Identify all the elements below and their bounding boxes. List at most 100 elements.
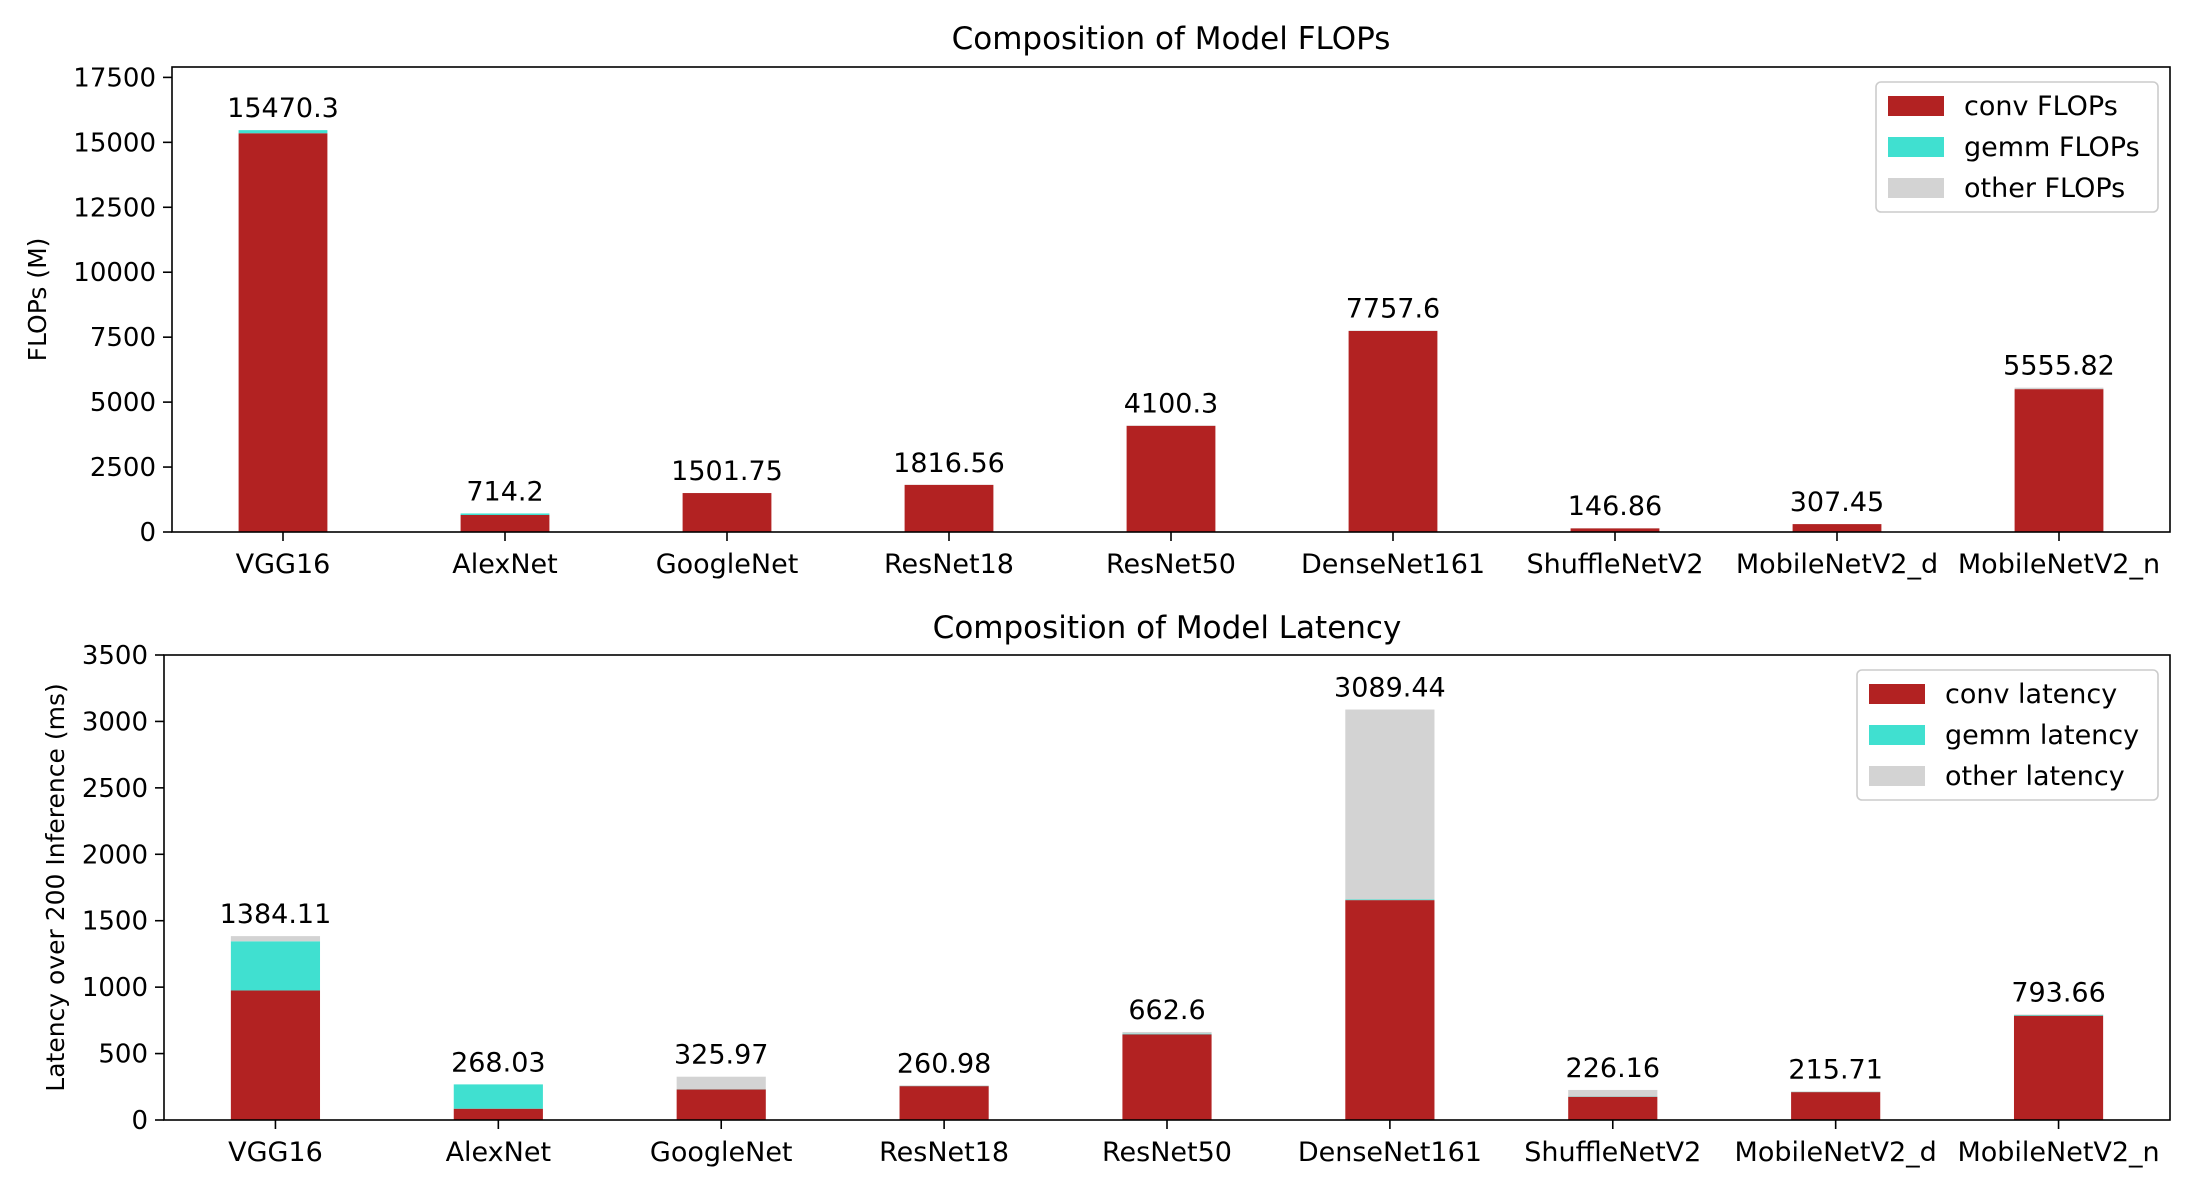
plot-frame [171,66,2171,533]
bar-segment-gemm [1122,1033,1212,1035]
x-tick-label: AlexNet [446,1137,551,1168]
legend-swatch-conv [1869,684,1925,704]
legend-box [1875,81,2159,213]
y-tick-label: 1500 [82,907,148,937]
bar-segment-conv [1122,1034,1212,1120]
bar-total-label: 662.6 [1128,995,1205,1026]
x-tick-label: ResNet50 [1102,1137,1232,1168]
bar-segment-conv [1345,900,1435,1120]
x-tick-label: DenseNet161 [1301,549,1485,580]
bar-segment-conv [1348,330,1438,532]
bar-segment-gemm [230,941,321,991]
x-tick-label: MobileNetV2_n [1958,549,2160,580]
y-tick-label: 10000 [73,258,156,288]
x-tick-label: VGG16 [228,1137,323,1168]
bar-segment-conv [682,493,772,532]
y-tick-label: 12500 [73,193,156,223]
bar-segment-conv [2013,1015,2104,1120]
x-tick-label: ShuffleNetV2 [1526,549,1703,580]
bar-segment-conv [1570,528,1660,532]
legend-label: gemm FLOPs [1964,132,2140,163]
y-tick-label: 15000 [73,128,156,158]
bar-total-label: 793.66 [2011,978,2105,1009]
x-tick-label: ResNet18 [884,549,1014,580]
y-tick-label: 2000 [82,840,148,870]
y-tick-label: 1000 [82,973,148,1003]
x-tick-label: ResNet50 [1106,549,1236,580]
legend-box [1856,669,2159,801]
bar-total-label: 15470.3 [227,93,339,124]
x-tick-label: VGG16 [236,549,331,580]
x-tick-label: MobileNetV2_d [1735,1137,1937,1168]
y-tick-label: 17500 [73,63,156,93]
bar-total-label: 1384.11 [220,899,332,930]
bar-segment-other [899,1085,989,1086]
y-tick-label: 2500 [82,774,148,804]
chart-title: Composition of Model FLOPs [952,21,1391,57]
legend-label: other FLOPs [1964,173,2125,204]
bar-segment-other [230,936,321,942]
legend-swatch-gemm [1888,137,1944,157]
bar-total-label: 146.86 [1568,491,1662,522]
legend-label: conv FLOPs [1964,91,2118,122]
bar-segment-conv [1792,524,1882,532]
bar-segment-conv [899,1086,989,1120]
bar-segment-gemm [1345,899,1435,901]
bar-total-label: 5555.82 [2003,351,2115,382]
bar-segment-conv [1791,1092,1881,1120]
legend-swatch-other [1869,766,1925,786]
y-tick-label: 500 [98,1040,148,1070]
bar-total-label: 307.45 [1790,487,1884,518]
bar-segment-other [1122,1031,1212,1034]
y-tick-label: 5000 [90,388,156,418]
bar-segment-conv [460,514,550,532]
bar-segment-conv [904,484,994,532]
legend-label: gemm latency [1945,720,2139,751]
bar-segment-conv [1126,425,1216,532]
bar-total-label: 714.2 [466,476,543,507]
bar-segment-conv [453,1108,543,1120]
bar-segment-conv [676,1089,766,1120]
bar-segment-other [1345,709,1435,900]
bar-segment-conv [230,990,321,1120]
bar-segment-conv [1568,1096,1658,1120]
legend-swatch-other [1888,178,1944,198]
y-tick-label: 3500 [82,641,148,671]
bar-total-label: 260.98 [897,1048,991,1079]
bar-segment-other [1568,1089,1658,1097]
bar-total-label: 226.16 [1566,1053,1660,1084]
y-tick-label: 0 [131,1106,148,1136]
x-tick-label: AlexNet [452,549,557,580]
x-tick-label: GoogleNet [656,549,799,580]
flops-chart: Composition of Model FLOPs FLOPs (M) 0 2500… [23,21,2171,580]
x-tick-label: ResNet18 [879,1137,1009,1168]
chart-title: Composition of Model Latency [933,610,1402,646]
legend-swatch-gemm [1869,725,1925,745]
bar-segment-gemm [460,513,550,515]
bar-segment-other [676,1076,766,1090]
legend-label: conv latency [1945,679,2117,710]
bar-total-label: 7757.6 [1346,293,1440,324]
bar-segment-gemm [2013,1015,2104,1016]
bar-segment-gemm [238,130,328,134]
latency-chart: Composition of Model Latency Latency over… [41,610,2171,1168]
x-tick-label: DenseNet161 [1298,1137,1482,1168]
bar-total-label: 1816.56 [893,448,1005,479]
x-tick-label: MobileNetV2_n [1957,1137,2159,1168]
y-tick-label: 0 [139,518,156,548]
x-tick-label: ShuffleNetV2 [1524,1137,1701,1168]
bar-total-label: 325.97 [674,1040,768,1071]
legend-swatch-conv [1888,96,1944,116]
y-tick-label: 7500 [90,323,156,353]
bar-total-label: 1501.75 [671,456,783,487]
bar-segment-conv [2014,389,2104,532]
bar-segment-other [2014,387,2104,390]
legend-label: other latency [1945,761,2125,792]
x-tick-label: MobileNetV2_d [1736,549,1938,580]
bar-segment-conv [238,133,328,532]
plot-frame [163,654,2171,1121]
y-axis-label: FLOPs (M) [23,238,52,362]
bar-total-label: 4100.3 [1124,388,1218,419]
bar-total-label: 268.03 [451,1047,545,1078]
